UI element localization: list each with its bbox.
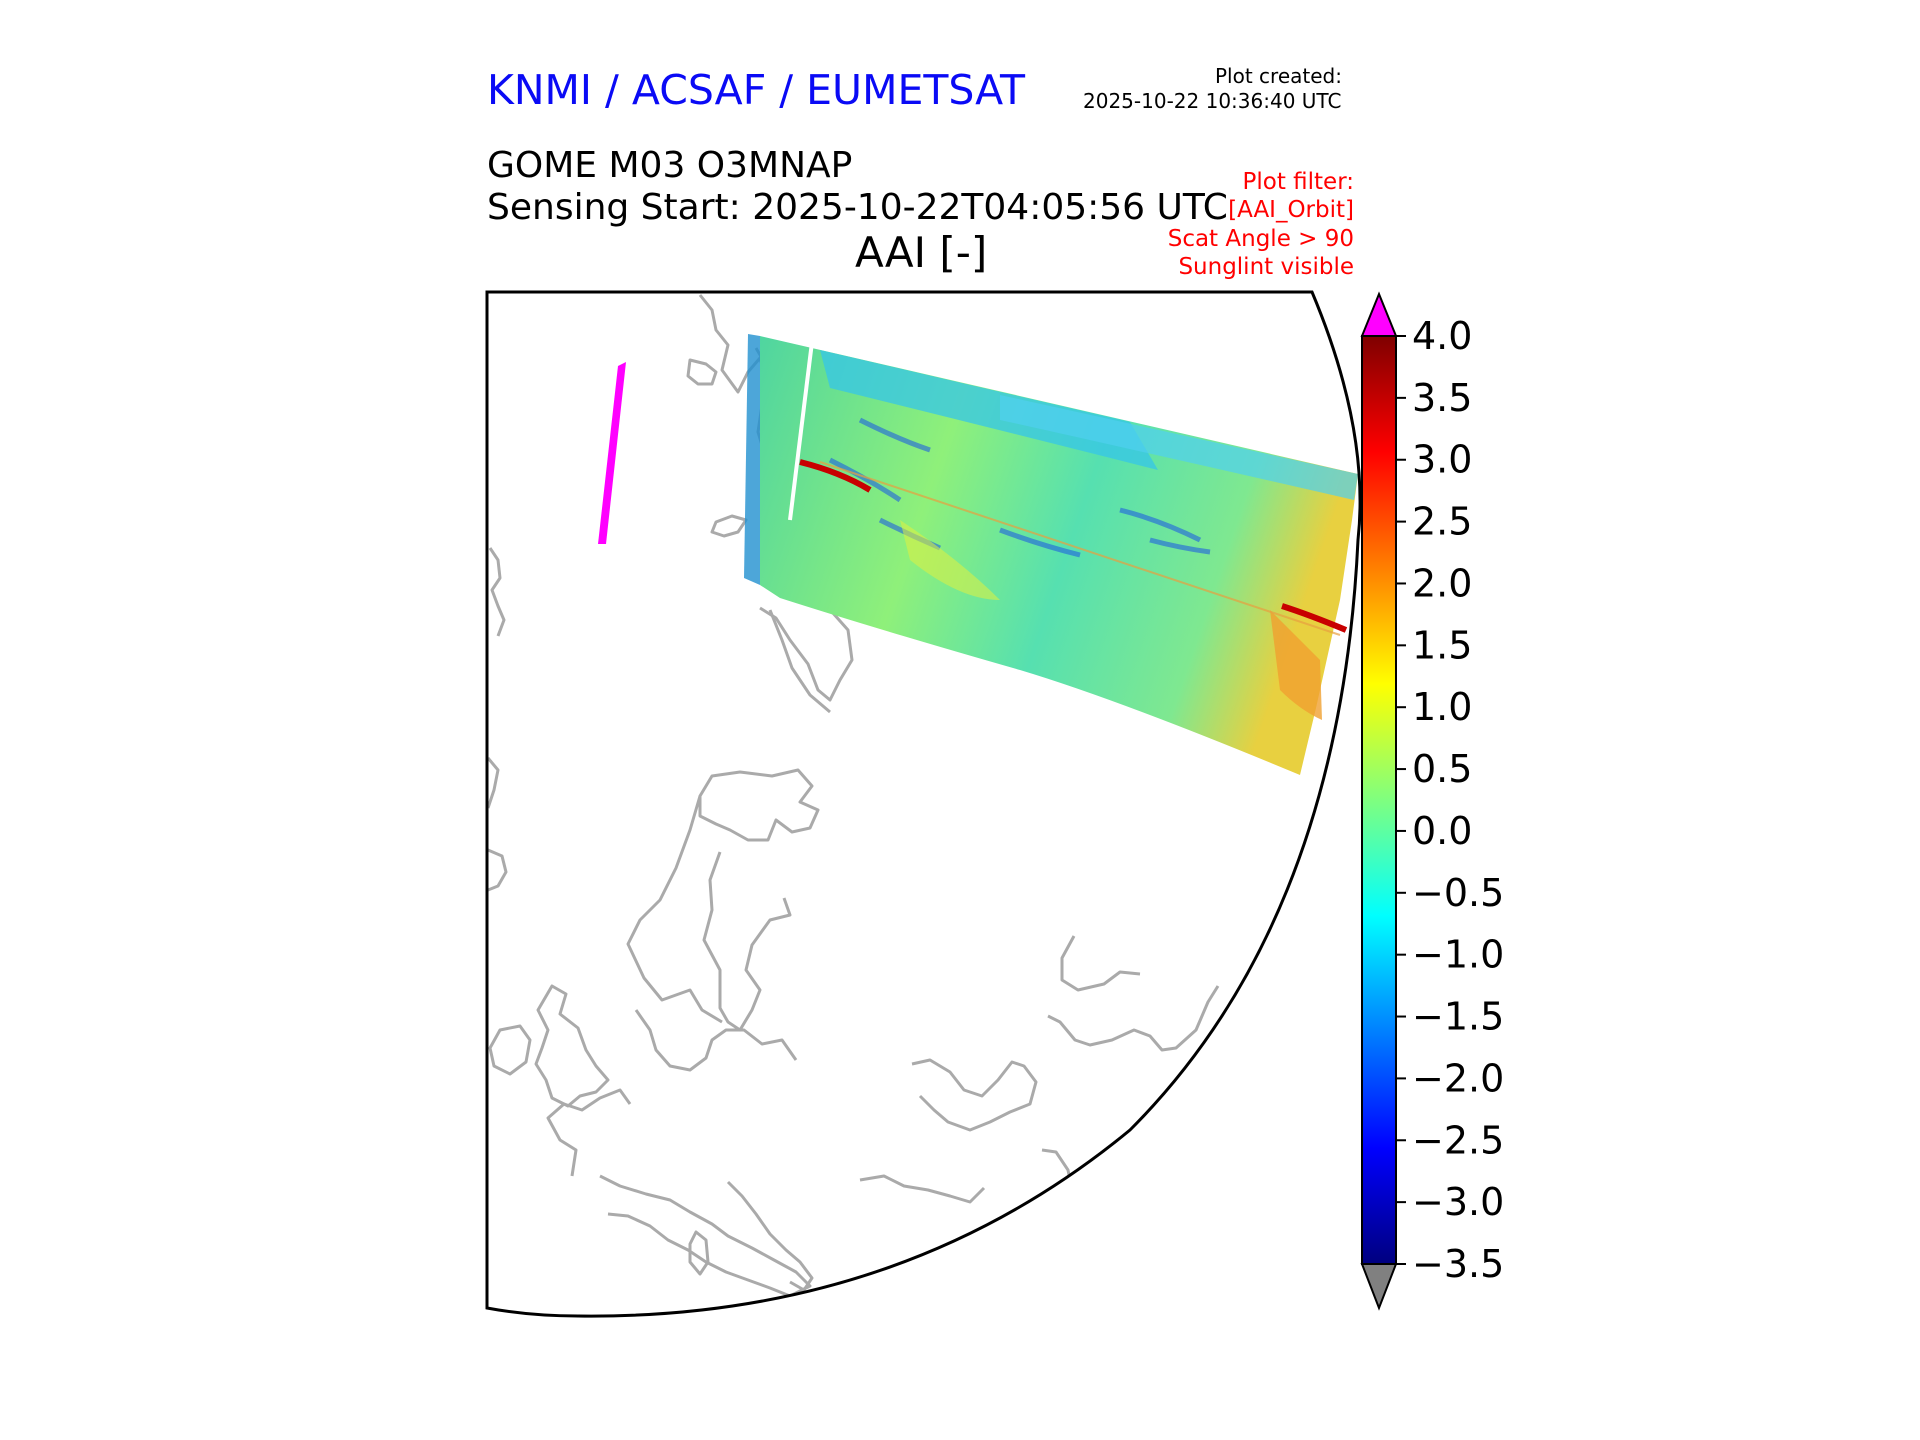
swath-red-plume <box>799 459 1348 633</box>
colorbar-over-arrow <box>1360 291 1398 337</box>
filter-line-sunglint: Sunglint visible <box>1178 254 1354 280</box>
arctic-islands-coast <box>686 358 718 386</box>
colorbar-tick-label: 2.5 <box>1412 500 1472 544</box>
map-boundary <box>485 290 1362 1318</box>
variable-title: AAI [-] <box>855 228 988 277</box>
sweden-finland-coast <box>702 851 792 1032</box>
france-iberia-coast <box>546 1088 632 1177</box>
italy-coast <box>726 1180 814 1292</box>
iceland-coast <box>710 514 748 538</box>
swath-edge-strip <box>744 334 760 585</box>
colorbar-tick-label: 3.5 <box>1412 376 1472 420</box>
colorbar-gradient <box>1361 335 1397 1265</box>
colorbar-tick-label: 0.0 <box>1412 809 1472 853</box>
colorbar-tick-label: −1.5 <box>1412 995 1504 1039</box>
newfoundland-coast <box>487 848 508 892</box>
colorbar-ticks: 4.0 3.5 3.0 2.5 2.0 1.5 1.0 0.5 0.0 −0.5 −1.0 −1.5 −… <box>1396 314 1504 1286</box>
corsica-sardinia-coast <box>688 1230 710 1276</box>
organization-title: KNMI / ACSAF / EUMETSAT <box>487 66 1026 114</box>
colorbar-tick-label: −3.0 <box>1412 1180 1504 1224</box>
scandinavia-coast <box>698 768 820 842</box>
swath-track-line <box>819 461 1341 636</box>
swath-yellow-patch <box>900 520 1000 600</box>
plot-created-time: 2025-10-22 10:36:40 UTC <box>1083 89 1342 113</box>
western-edge-coast <box>488 547 506 637</box>
colorbar-tick-label: 3.0 <box>1412 438 1472 482</box>
swath-blue-band <box>820 350 1158 470</box>
swath-gap-line <box>788 341 814 521</box>
filter-line-title: Plot filter: <box>1242 169 1354 195</box>
swath-cyan-band <box>1000 395 1358 500</box>
russia-north-coast <box>1060 935 1141 992</box>
colorbar-under-arrow <box>1360 1263 1398 1311</box>
colorbar: 4.0 3.5 3.0 2.5 2.0 1.5 1.0 0.5 0.0 −0.5 −1.0 −1.5 −… <box>1360 291 1504 1311</box>
product-name: GOME M03 O3MNAP <box>487 145 853 186</box>
novaya-zemlya-coast <box>768 609 831 714</box>
colorbar-tick-label: 2.0 <box>1412 561 1472 605</box>
colorbar-tick-label: −3.5 <box>1412 1242 1504 1286</box>
filter-line-scat-angle: Scat Angle > 90 <box>1167 226 1354 252</box>
russia-coast <box>1047 985 1220 1052</box>
colorbar-tick-label: −0.5 <box>1412 871 1504 915</box>
sensing-start: Sensing Start: 2025-10-22T04:05:56 UTC <box>487 187 1228 228</box>
colorbar-tick-label: 1.5 <box>1412 623 1472 667</box>
uk-coast <box>534 984 610 1108</box>
filter-line-orbit: [AAI_Orbit] <box>1228 197 1354 223</box>
sunglint-flag-strip <box>598 362 626 544</box>
labrador-coast <box>487 757 500 809</box>
satellite-swath <box>744 334 1358 775</box>
ireland-coast <box>488 1024 532 1076</box>
colorbar-tick-label: 4.0 <box>1412 314 1472 358</box>
europe-mainland-coast <box>634 1009 798 1072</box>
svalbard-coast <box>759 606 854 702</box>
swath-main <box>760 336 1358 775</box>
mediterranean-coast <box>599 1174 812 1298</box>
plot-created-label: Plot created: <box>1215 64 1342 88</box>
norway-coast <box>626 795 723 1024</box>
turkey-coast <box>859 1174 986 1204</box>
swath-orange-patch <box>1270 610 1322 720</box>
colorbar-tick-label: −1.0 <box>1412 933 1504 977</box>
black-sea-coast <box>911 1058 1038 1132</box>
colorbar-tick-label: 0.5 <box>1412 747 1472 791</box>
colorbar-tick-label: −2.0 <box>1412 1056 1504 1100</box>
colorbar-tick-label: −2.5 <box>1412 1118 1504 1162</box>
colorbar-tick-label: 1.0 <box>1412 685 1472 729</box>
map-panel <box>485 290 1362 1318</box>
